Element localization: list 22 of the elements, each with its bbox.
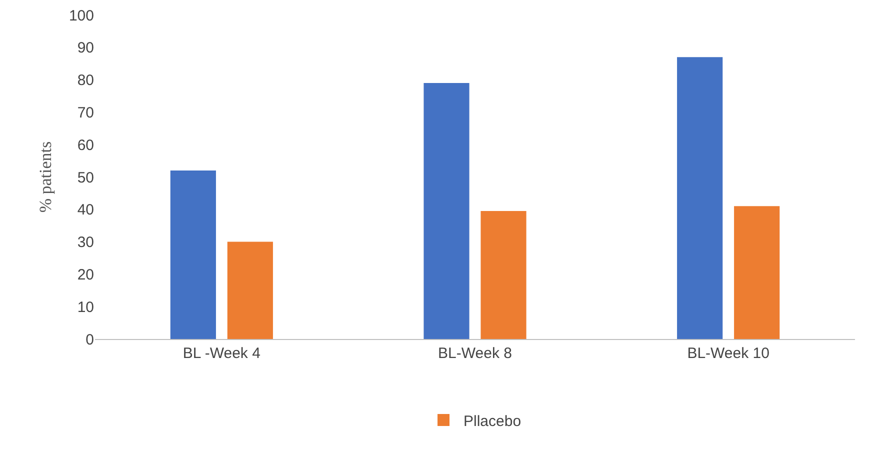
x-tick-label: BL-Week 8 <box>438 345 512 362</box>
y-tick-label: 10 <box>77 298 94 316</box>
bar <box>227 242 273 339</box>
y-tick-label: 60 <box>77 136 94 154</box>
y-tick-label: 0 <box>86 331 94 348</box>
bar <box>734 206 780 339</box>
y-tick-label: 30 <box>77 234 94 252</box>
legend-label: Pllacebo <box>464 412 522 430</box>
bar <box>677 57 723 339</box>
y-tick-label: 50 <box>77 169 94 186</box>
x-tick-label: BL -Week 4 <box>182 345 260 362</box>
y-tick-label: 40 <box>77 202 94 219</box>
y-tick-label: 100 <box>68 7 94 24</box>
y-axis-title: % patients <box>36 141 55 213</box>
bar <box>424 83 470 339</box>
y-tick-label: 70 <box>77 104 94 122</box>
x-tick-label: BL-Week 10 <box>687 345 770 362</box>
y-tick-label: 90 <box>77 40 94 57</box>
bar <box>170 170 216 339</box>
bar <box>480 211 526 339</box>
y-tick-label: 20 <box>77 266 94 284</box>
y-tick-label: 80 <box>77 72 94 90</box>
